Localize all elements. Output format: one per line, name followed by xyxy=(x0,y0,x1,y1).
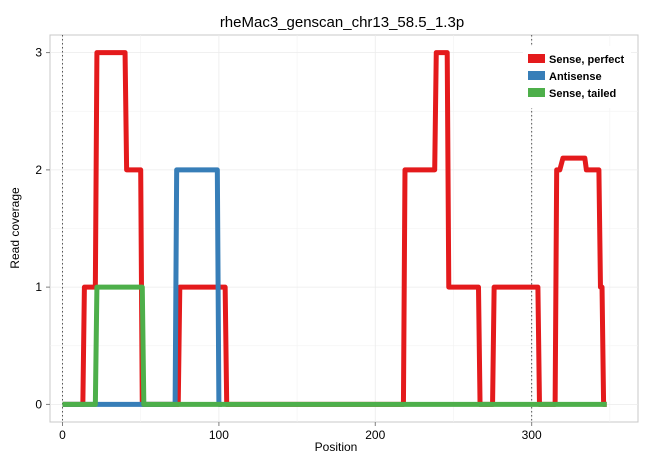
y-tick-label: 2 xyxy=(35,163,42,177)
series-line-sense-perfect xyxy=(62,50,607,407)
series-lines xyxy=(62,50,607,407)
x-tick-label: 0 xyxy=(59,428,66,442)
y-tick-label: 0 xyxy=(35,397,42,411)
y-axis-label: Read coverage xyxy=(8,187,22,269)
x-tick-label: 100 xyxy=(209,428,229,442)
legend-key-sense-tailed xyxy=(528,88,545,97)
y-tick-label: 1 xyxy=(35,280,42,294)
legend-key-antisense xyxy=(528,71,545,80)
chart-title: rheMac3_genscan_chr13_58.5_1.3p xyxy=(220,14,464,31)
y-tick-label: 3 xyxy=(35,46,42,60)
axis-ticks: 0 100 200 300 0 1 2 3 xyxy=(35,46,542,442)
legend-label-antisense: Antisense xyxy=(549,71,602,83)
legend-label-sense-perfect: Sense, perfect xyxy=(549,54,625,66)
series-line-sense-tailed xyxy=(62,284,607,407)
x-axis-label: Position xyxy=(315,440,358,454)
x-tick-label: 300 xyxy=(522,428,542,442)
legend-label-sense-tailed: Sense, tailed xyxy=(549,88,616,100)
x-tick-label: 200 xyxy=(365,428,385,442)
legend-key-sense-perfect xyxy=(528,54,545,63)
legend: Sense, perfect Antisense Sense, tailed xyxy=(523,46,631,108)
